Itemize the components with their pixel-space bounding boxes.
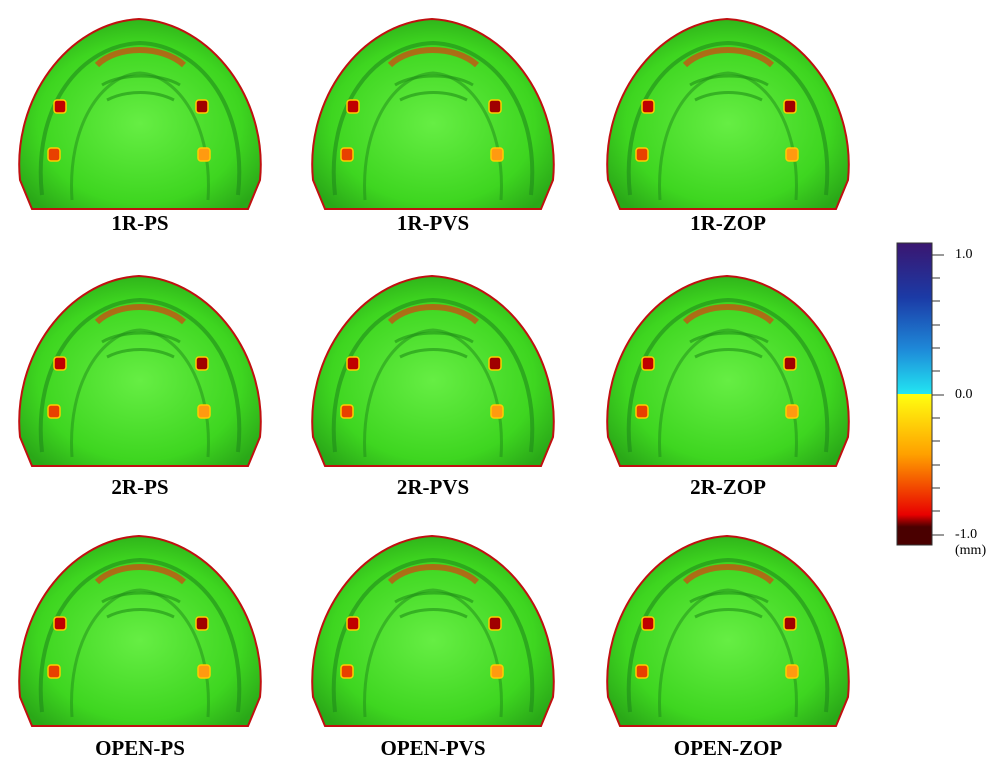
deviation-spot [197, 404, 211, 419]
palate-fold [94, 47, 187, 68]
panel-label: OPEN-PS [95, 736, 185, 760]
palate-fold [682, 47, 775, 68]
ridge [70, 328, 210, 458]
colorbar-tick-label: 0.0 [955, 387, 973, 402]
palate-fold [689, 591, 769, 619]
deviation-spot [47, 664, 61, 679]
deviation-spot [346, 99, 360, 114]
ridge [363, 588, 503, 718]
palate-fold [394, 331, 474, 359]
palate-fold [394, 591, 474, 619]
deviation-spot [340, 404, 354, 419]
deviation-spot [783, 616, 797, 631]
ridge [658, 71, 798, 201]
ridge [331, 297, 535, 453]
scan-image [18, 274, 262, 467]
deviation-spot [785, 147, 799, 162]
panel-label: 1R-PVS [397, 211, 469, 235]
ridge [626, 297, 830, 453]
scan-image [311, 534, 555, 727]
ridge [658, 588, 798, 718]
deviation-spot [488, 616, 502, 631]
panel-label: 2R-ZOP [690, 475, 766, 499]
ridge [626, 40, 830, 196]
deviation-spot [195, 99, 209, 114]
deviation-spot [785, 404, 799, 419]
ridge [626, 557, 830, 713]
deviation-spot [641, 99, 655, 114]
deviation-spot [490, 147, 504, 162]
palate-fold [101, 74, 181, 102]
ridge [70, 71, 210, 201]
panel-label: 2R-PS [111, 475, 168, 499]
colorbar-minor-ticks [932, 277, 940, 512]
deviation-spot [47, 147, 61, 162]
scan-image [18, 534, 262, 727]
ridge [363, 328, 503, 458]
deviation-spot [488, 356, 502, 371]
palate-fold [387, 47, 480, 68]
palate-fold [394, 74, 474, 102]
scan-image [18, 17, 262, 210]
palate-fold [387, 304, 480, 325]
deviation-spot [340, 147, 354, 162]
colorbar-tick-label: -1.0 [955, 527, 977, 542]
deviation-spot [641, 616, 655, 631]
ridge [331, 557, 535, 713]
colorbar [896, 242, 933, 546]
deviation-spot [783, 99, 797, 114]
deviation-spot [490, 404, 504, 419]
deviation-spot [53, 616, 67, 631]
deviation-spot [53, 99, 67, 114]
deviation-spot [785, 664, 799, 679]
ridge [70, 588, 210, 718]
panel-label: OPEN-PVS [381, 736, 486, 760]
deviation-spot [635, 664, 649, 679]
deviation-spot [490, 664, 504, 679]
scan-image [311, 274, 555, 467]
deviation-spot [635, 147, 649, 162]
deviation-spot [340, 664, 354, 679]
palate-fold [682, 304, 775, 325]
deviation-spot [195, 616, 209, 631]
deviation-spot [346, 616, 360, 631]
ridge [363, 71, 503, 201]
ridge [331, 40, 535, 196]
palate-fold [94, 304, 187, 325]
colorbar-tick-label: 1.0 [955, 247, 973, 262]
deviation-spot [635, 404, 649, 419]
scan-image [606, 274, 850, 467]
colorbar-unit: (mm) [955, 543, 986, 558]
deviation-spot [783, 356, 797, 371]
deviation-spot [197, 664, 211, 679]
deviation-spot [47, 404, 61, 419]
palate-fold [689, 74, 769, 102]
deviation-spot [197, 147, 211, 162]
panel-label: OPEN-ZOP [674, 736, 783, 760]
palate-fold [682, 564, 775, 585]
ridge [38, 297, 242, 453]
scan-image [311, 17, 555, 210]
ridge [38, 557, 242, 713]
palate-fold [689, 331, 769, 359]
palate-fold [101, 591, 181, 619]
palate-fold [101, 331, 181, 359]
panel-label: 1R-PS [111, 211, 168, 235]
deviation-spot [641, 356, 655, 371]
deviation-spot [346, 356, 360, 371]
deviation-spot [53, 356, 67, 371]
panel-label: 2R-PVS [397, 475, 469, 499]
ridge [658, 328, 798, 458]
palate-fold [387, 564, 480, 585]
scan-image [606, 534, 850, 727]
palate-fold [94, 564, 187, 585]
panel-label: 1R-ZOP [690, 211, 766, 235]
ridge [38, 40, 242, 196]
deviation-spot [488, 99, 502, 114]
scan-image [606, 17, 850, 210]
deviation-spot [195, 356, 209, 371]
